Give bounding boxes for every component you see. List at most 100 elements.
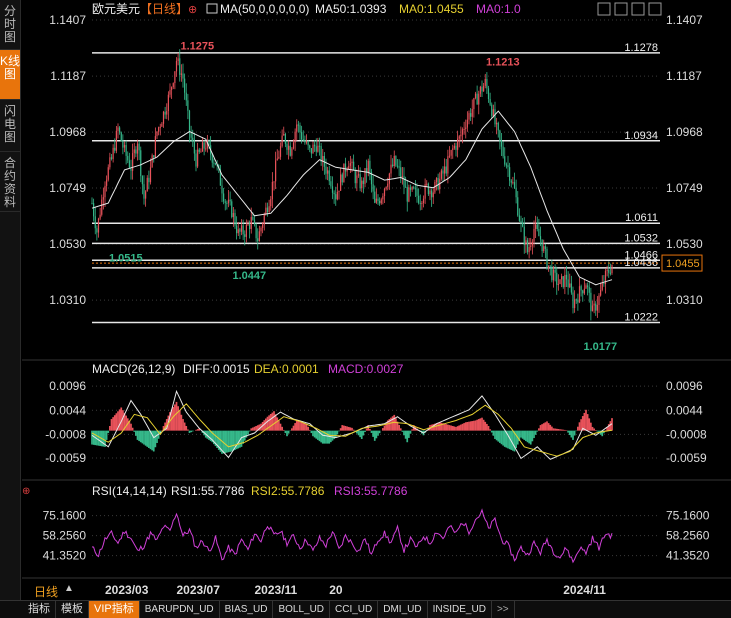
tab-barupdn[interactable]: BARUPDN_UD	[140, 601, 220, 618]
bottom-toolbar: 指标 模板 VIP指标 BARUPDN_UD BIAS_UD BOLL_UD C…	[0, 600, 731, 618]
candle-body	[132, 153, 134, 171]
candle-body	[232, 213, 234, 218]
candle-body	[569, 283, 571, 288]
candle-body	[611, 264, 613, 274]
candle-body	[500, 140, 503, 147]
add-indicator-icon[interactable]: ⊕	[188, 4, 197, 16]
candle-body	[214, 163, 217, 165]
candle-body	[497, 122, 499, 131]
candle-body	[145, 191, 147, 199]
rsi-settings-icon[interactable]: ⊕	[22, 486, 30, 497]
candle-body	[276, 158, 278, 161]
candle-body	[457, 138, 459, 150]
candle-body	[305, 141, 308, 143]
date-tick: 2023/07	[177, 583, 221, 597]
macd-name: MACD(26,12,9)	[92, 362, 175, 376]
candle-body	[427, 183, 429, 195]
candle-body	[224, 201, 226, 203]
candle-body	[405, 186, 407, 188]
fullscreen-icon[interactable]	[631, 2, 645, 16]
candle-body	[182, 73, 184, 79]
candle-body	[470, 113, 472, 117]
candle-body	[262, 224, 264, 228]
tab-flash[interactable]: 闪电图	[0, 100, 20, 152]
candle-body	[187, 100, 189, 111]
candle-body	[473, 98, 475, 110]
candle-body	[564, 274, 566, 287]
tab-inside[interactable]: INSIDE_UD	[428, 601, 492, 618]
layout-icon[interactable]	[597, 2, 611, 16]
tab-vip-indicators[interactable]: VIP指标	[89, 601, 140, 618]
candle-body	[572, 292, 574, 309]
candle-body	[606, 269, 608, 271]
ma0-value-a: MA0:1.0455	[399, 2, 464, 16]
candle-body	[185, 92, 187, 101]
candle-body	[598, 295, 600, 305]
candle-body	[263, 214, 265, 225]
candle-body	[128, 160, 130, 168]
candle-body	[349, 163, 351, 166]
candle-body	[509, 167, 511, 181]
tab-boll[interactable]: BOLL_UD	[273, 601, 331, 618]
candle-body	[375, 198, 377, 203]
tab-templates[interactable]: 模板	[56, 601, 89, 618]
candle-body	[167, 94, 169, 112]
tab-dmi[interactable]: DMI_UD	[378, 601, 428, 618]
candle-body	[120, 132, 122, 142]
candle-body	[448, 155, 451, 157]
candle-body	[151, 155, 153, 168]
period-label[interactable]: 【日线】	[140, 2, 188, 16]
candle-body	[419, 202, 421, 204]
candle-body	[421, 203, 423, 205]
indicator-settings-icon[interactable]	[206, 3, 218, 14]
chart-canvas[interactable]: 1.12781.09341.06111.05321.04661.04361.02…	[0, 0, 731, 600]
candle-body	[603, 283, 605, 285]
candle-body	[213, 162, 215, 164]
tab-contract-info[interactable]: 合约资料	[0, 152, 20, 212]
candle-body	[331, 186, 334, 193]
candle-body	[107, 167, 109, 180]
tab-kline[interactable]: K线图	[0, 50, 20, 100]
candle-body	[281, 135, 283, 147]
candle-body	[333, 192, 335, 195]
candle-body	[504, 156, 506, 165]
candle-body	[424, 184, 426, 199]
tab-bias[interactable]: BIAS_UD	[220, 601, 274, 618]
candle-body	[520, 220, 522, 223]
candle-body	[507, 165, 509, 168]
candle-body	[575, 299, 577, 301]
candle-body	[271, 181, 273, 200]
level-label: 1.0611	[625, 212, 658, 224]
candle-body	[484, 78, 486, 86]
rsi-2: RSI2:55.7786	[251, 484, 325, 498]
candle-body	[279, 146, 282, 157]
candle-body	[291, 148, 293, 156]
bottom-period-label[interactable]: 日线	[34, 585, 59, 599]
candle-body	[453, 145, 455, 149]
tab-timeshare[interactable]: 分时图	[0, 0, 20, 50]
candle-body	[517, 197, 519, 216]
candle-body	[393, 155, 395, 167]
price-tick-right: 1.0530	[666, 237, 703, 251]
candle-body	[367, 160, 369, 173]
period-arrow-icon[interactable]: ▲	[64, 583, 74, 594]
candle-body	[418, 195, 420, 203]
candle-body	[294, 131, 296, 143]
candle-body	[437, 177, 439, 190]
candle-body	[270, 199, 272, 207]
price-tick-left: 1.1187	[50, 69, 86, 83]
tab-indicators[interactable]: 指标	[0, 601, 56, 618]
candle-body	[499, 130, 501, 141]
candle-body	[172, 83, 174, 88]
candle-body	[452, 148, 454, 151]
candle-body	[515, 188, 517, 198]
candle-body	[401, 176, 403, 178]
candle-body	[159, 126, 161, 128]
candle-body	[136, 143, 139, 154]
close-panel-icon[interactable]	[648, 2, 662, 16]
candle-body	[377, 198, 379, 201]
tab-cci[interactable]: CCI_UD	[330, 601, 379, 618]
price-tick-right: 1.0749	[666, 181, 703, 195]
window-icon[interactable]	[614, 2, 628, 16]
more-tabs-button[interactable]: >>	[492, 601, 515, 618]
